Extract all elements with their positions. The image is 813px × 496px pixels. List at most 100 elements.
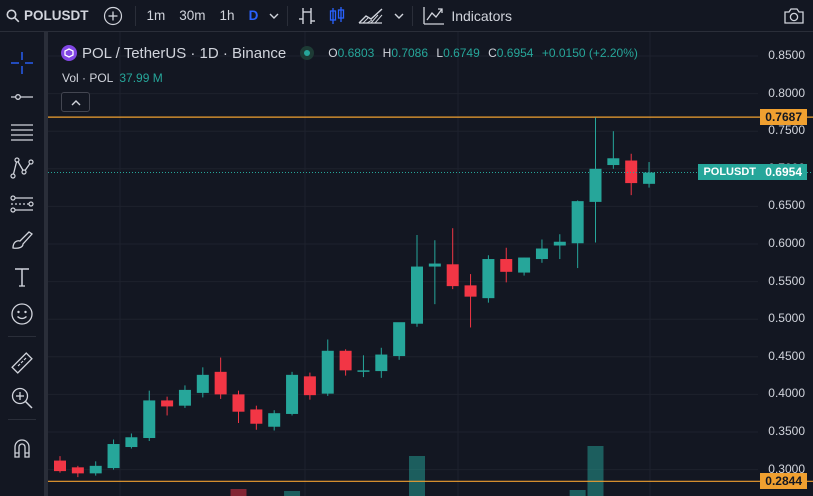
price-axis-label: 0.5500 — [768, 273, 805, 288]
candle-body — [250, 409, 263, 424]
chart-type-dropdown[interactable] — [390, 0, 408, 31]
last-price-tag: 0.6954 — [760, 164, 807, 181]
volume-bar — [569, 490, 586, 496]
candle-body — [196, 374, 209, 393]
candle-body — [589, 168, 602, 202]
candle-body — [482, 259, 495, 299]
timeframe-d[interactable]: D — [248, 8, 259, 23]
chart-legend: POL / TetherUS · 1D · Binance O0.6803 H0… — [60, 44, 643, 62]
candle-body — [464, 285, 477, 297]
top-toolbar: POLUSDT 1m 30m 1h D Indicators — [0, 0, 813, 32]
chart-title[interactable]: POL / TetherUS · 1D · Binance — [82, 44, 287, 62]
candle-body — [107, 444, 120, 469]
toolbar-divider — [134, 5, 136, 26]
toolbar-divider — [287, 5, 289, 26]
text-tool[interactable] — [8, 263, 36, 291]
market-status-icon[interactable] — [300, 46, 315, 60]
high-value: 0.7086 — [391, 46, 429, 60]
chevron-up-icon — [71, 99, 80, 105]
volume-bar — [409, 456, 425, 496]
timeframe-1h[interactable]: 1h — [219, 8, 235, 23]
price-axis-label: 0.5000 — [768, 311, 805, 326]
candle-body — [357, 370, 370, 372]
price-axis-label: 0.6000 — [768, 236, 805, 250]
timeframe-1m[interactable]: 1m — [146, 8, 166, 23]
price-axis-label: 0.6500 — [768, 198, 805, 213]
toolbar-divider — [8, 336, 36, 337]
camera-icon — [784, 7, 804, 24]
volume-bars — [230, 446, 604, 496]
close-value: 0.6954 — [496, 46, 534, 60]
forecast-icon — [10, 195, 34, 213]
change-value: +0.0150 (+2.20%) — [541, 46, 638, 60]
brush-tool[interactable] — [8, 226, 36, 254]
crosshair-icon — [11, 52, 33, 74]
candle-body — [54, 460, 66, 472]
candle-body — [232, 394, 245, 412]
indicators-button[interactable]: Indicators — [417, 0, 518, 31]
indicators-icon — [423, 6, 445, 25]
measure-tool[interactable] — [8, 349, 36, 377]
candles-chart-icon — [330, 6, 345, 24]
indicators-label: Indicators — [451, 7, 513, 24]
emoji-tool[interactable] — [8, 300, 36, 328]
area-chart-icon — [358, 7, 383, 24]
brush-icon — [12, 231, 33, 249]
candle-body — [625, 160, 638, 184]
collapse-legend-button[interactable] — [61, 92, 90, 112]
low-value: 0.6749 — [443, 46, 480, 60]
add-circle-icon — [103, 6, 122, 25]
candle-body — [303, 376, 316, 396]
prediction-tool[interactable] — [8, 190, 36, 218]
timeframe-dropdown[interactable] — [265, 0, 283, 31]
area-chart-type-button[interactable] — [352, 0, 390, 31]
symbol-label: POLUSDT — [24, 8, 89, 23]
search-icon — [6, 9, 20, 22]
trend-line-tool[interactable] — [8, 83, 36, 111]
upper-line-price-tag: 0.7687 — [760, 109, 807, 126]
candle-body — [268, 413, 281, 427]
candle-body — [428, 263, 441, 267]
text-icon — [15, 268, 29, 287]
low-label: L — [436, 46, 444, 60]
price-axis-label: 0.4500 — [768, 348, 805, 363]
candle-body — [411, 266, 423, 324]
magnet-icon — [14, 439, 30, 458]
candle-body — [393, 322, 406, 357]
candles — [54, 117, 656, 478]
compare-symbol-button[interactable] — [95, 0, 131, 31]
zoom-tool[interactable] — [8, 384, 36, 412]
price-chart[interactable] — [48, 32, 813, 496]
volume-value: 37.99 M — [119, 71, 163, 85]
candle-body — [446, 264, 459, 287]
price-axis-label: 0.3000 — [768, 461, 805, 476]
timeframe-30m[interactable]: 30m — [179, 8, 206, 23]
smiley-icon — [11, 303, 33, 325]
ruler-icon — [11, 352, 33, 374]
symbol-tag: POLUSDT — [698, 164, 761, 181]
bars-chart-icon — [299, 7, 316, 24]
candle-body — [643, 172, 656, 184]
candle-body — [161, 400, 174, 407]
horizontal-lines — [48, 116, 813, 482]
volume-legend[interactable]: Vol · POL 37.99 M — [62, 71, 163, 85]
candles-chart-type-button[interactable] — [322, 0, 352, 31]
price-axis-label: 0.7500 — [768, 123, 805, 138]
symbol-search-button[interactable]: POLUSDT — [0, 0, 95, 31]
fib-retracement-icon — [11, 124, 33, 141]
chart-grid — [48, 32, 758, 496]
pattern-tool[interactable] — [8, 154, 36, 182]
open-value: 0.6803 — [337, 46, 375, 60]
candle-body — [500, 259, 513, 272]
price-axis-label: 0.4000 — [768, 386, 805, 401]
drawing-toolbar — [0, 32, 48, 496]
bar-chart-type-button[interactable] — [292, 0, 322, 31]
fib-tool[interactable] — [8, 118, 36, 146]
close-label: C — [488, 46, 497, 60]
crosshair-tool[interactable] — [8, 49, 36, 77]
ohlc-values: O0.6803 H0.7086 L0.6749 C0.6954 +0.0150 … — [328, 46, 643, 60]
candle-body — [89, 465, 102, 474]
horizontal-ray-icon — [11, 94, 33, 100]
snapshot-button[interactable] — [777, 0, 811, 31]
magnet-tool[interactable] — [8, 434, 36, 462]
